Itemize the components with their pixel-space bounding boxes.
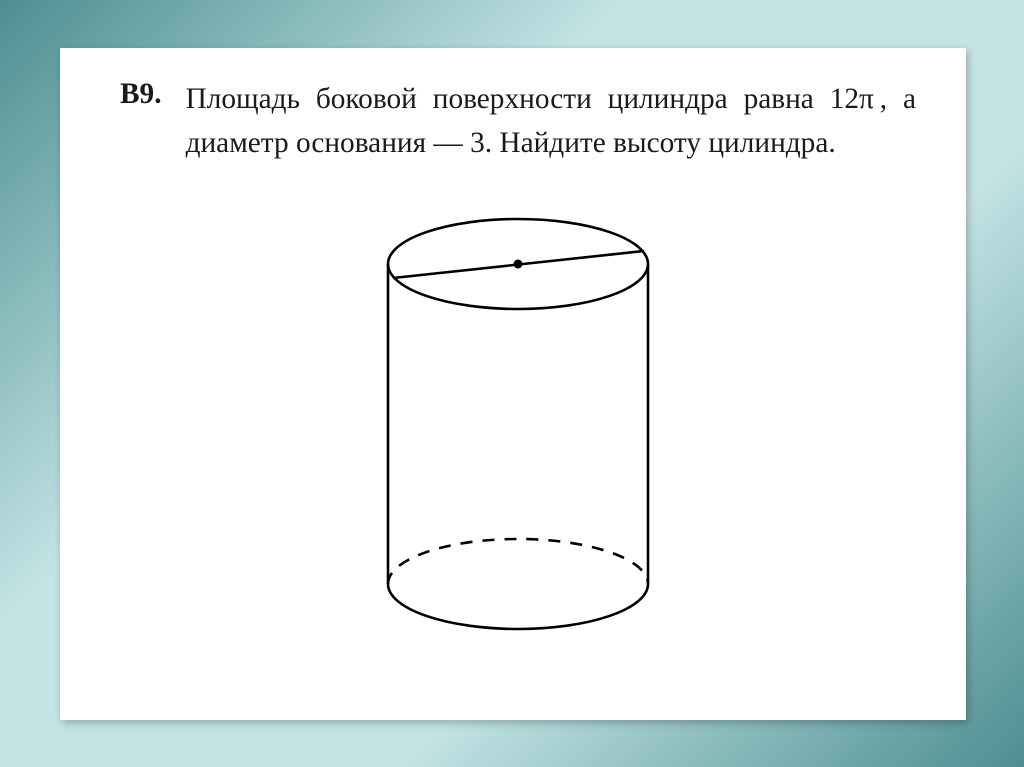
- problem-label: В9.: [120, 78, 162, 166]
- cylinder-svg: [348, 196, 688, 636]
- problem-block: В9. Площадь боковой поверхности цилиндра…: [120, 78, 916, 166]
- page-outer: В9. Площадь боковой поверхности цилиндра…: [0, 0, 1024, 767]
- figure-container: [120, 196, 916, 636]
- problem-text: Площадь боковой поверхности цилиндра рав…: [186, 78, 916, 166]
- problem-card: В9. Площадь боковой поверхности цилиндра…: [60, 48, 966, 720]
